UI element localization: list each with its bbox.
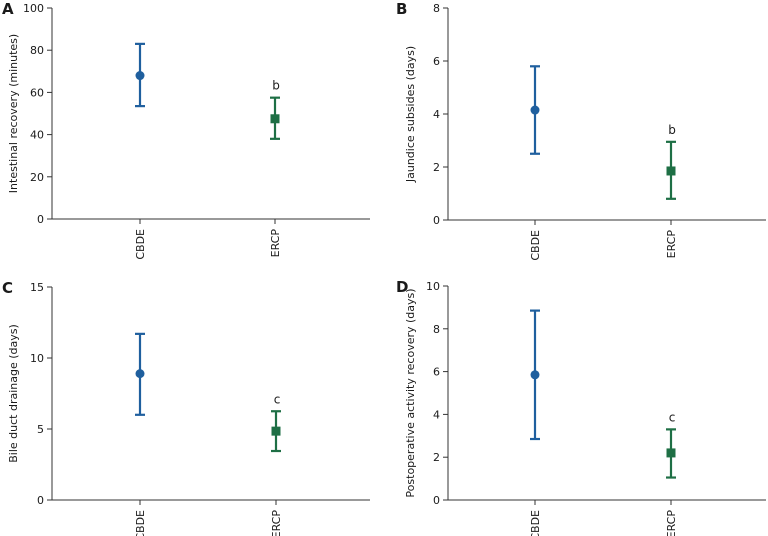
y-tick-label: 2: [433, 451, 440, 464]
mean-marker-circle: [135, 71, 145, 81]
y-tick-label: 100: [23, 2, 44, 15]
y-tick-label: 0: [433, 494, 440, 507]
y-tick-label: 8: [433, 2, 440, 15]
y-tick-label: 4: [433, 408, 440, 421]
panel-c: C 0 5 10 15 Bile duct drainage (days) CBDE ERCP…: [2, 279, 370, 536]
y-tick-label: 15: [30, 281, 44, 294]
x-category-label: CBDE: [134, 510, 147, 536]
panel-b: B 0 2 4 6 8 Jaundice subsides (days) CBDE ERCP b: [396, 0, 766, 261]
y-tick-label: 8: [433, 323, 440, 336]
mean-marker-circle: [135, 369, 145, 379]
x-category-label: CBDE: [529, 230, 542, 261]
panel-a: A 0 20 40 60 80 100 Intestinal recovery (minute…: [2, 0, 370, 260]
panel-letter: C: [2, 279, 13, 297]
y-tick-label: 4: [433, 108, 440, 121]
y-tick-label: 0: [433, 214, 440, 227]
y-tick-label: 60: [30, 86, 44, 99]
x-category-label: ERCP: [270, 510, 283, 536]
panel-letter: D: [396, 278, 408, 296]
y-tick-label: 40: [30, 129, 44, 142]
y-tick-label: 20: [30, 171, 44, 184]
mean-marker-square: [666, 448, 676, 458]
x-category-label: ERCP: [269, 229, 282, 258]
y-tick-label: 0: [37, 494, 44, 507]
panel-letter: A: [2, 0, 14, 18]
x-category-label: CBDE: [134, 229, 147, 260]
significance-annotation: c: [669, 410, 676, 424]
mean-marker-square: [666, 166, 676, 176]
panel-d: D 0 2 4 6 8 10 Postoperative activity recovery …: [396, 278, 766, 536]
y-axis-label: Intestinal recovery (minutes): [7, 34, 20, 193]
y-tick-label: 80: [30, 44, 44, 57]
y-axis-label: Postoperative activity recovery (days): [404, 288, 417, 497]
mean-marker-square: [270, 114, 280, 124]
y-axis-label: Jaundice subsides (days): [404, 46, 417, 183]
significance-annotation: b: [272, 79, 280, 93]
y-tick-label: 6: [433, 55, 440, 68]
significance-annotation: b: [668, 123, 676, 137]
panel-letter: B: [396, 0, 407, 18]
x-category-label: CBDE: [529, 510, 542, 536]
x-category-label: ERCP: [665, 230, 678, 259]
y-tick-label: 6: [433, 366, 440, 379]
mean-marker-circle: [530, 105, 540, 115]
significance-annotation: c: [274, 392, 281, 406]
y-tick-label: 0: [37, 213, 44, 226]
y-tick-label: 10: [426, 280, 440, 293]
y-tick-label: 10: [30, 352, 44, 365]
y-tick-label: 5: [37, 423, 44, 436]
mean-marker-square: [271, 426, 281, 436]
mean-marker-circle: [530, 370, 540, 380]
y-tick-label: 2: [433, 161, 440, 174]
x-category-label: ERCP: [665, 510, 678, 536]
y-axis-label: Bile duct drainage (days): [7, 324, 20, 463]
